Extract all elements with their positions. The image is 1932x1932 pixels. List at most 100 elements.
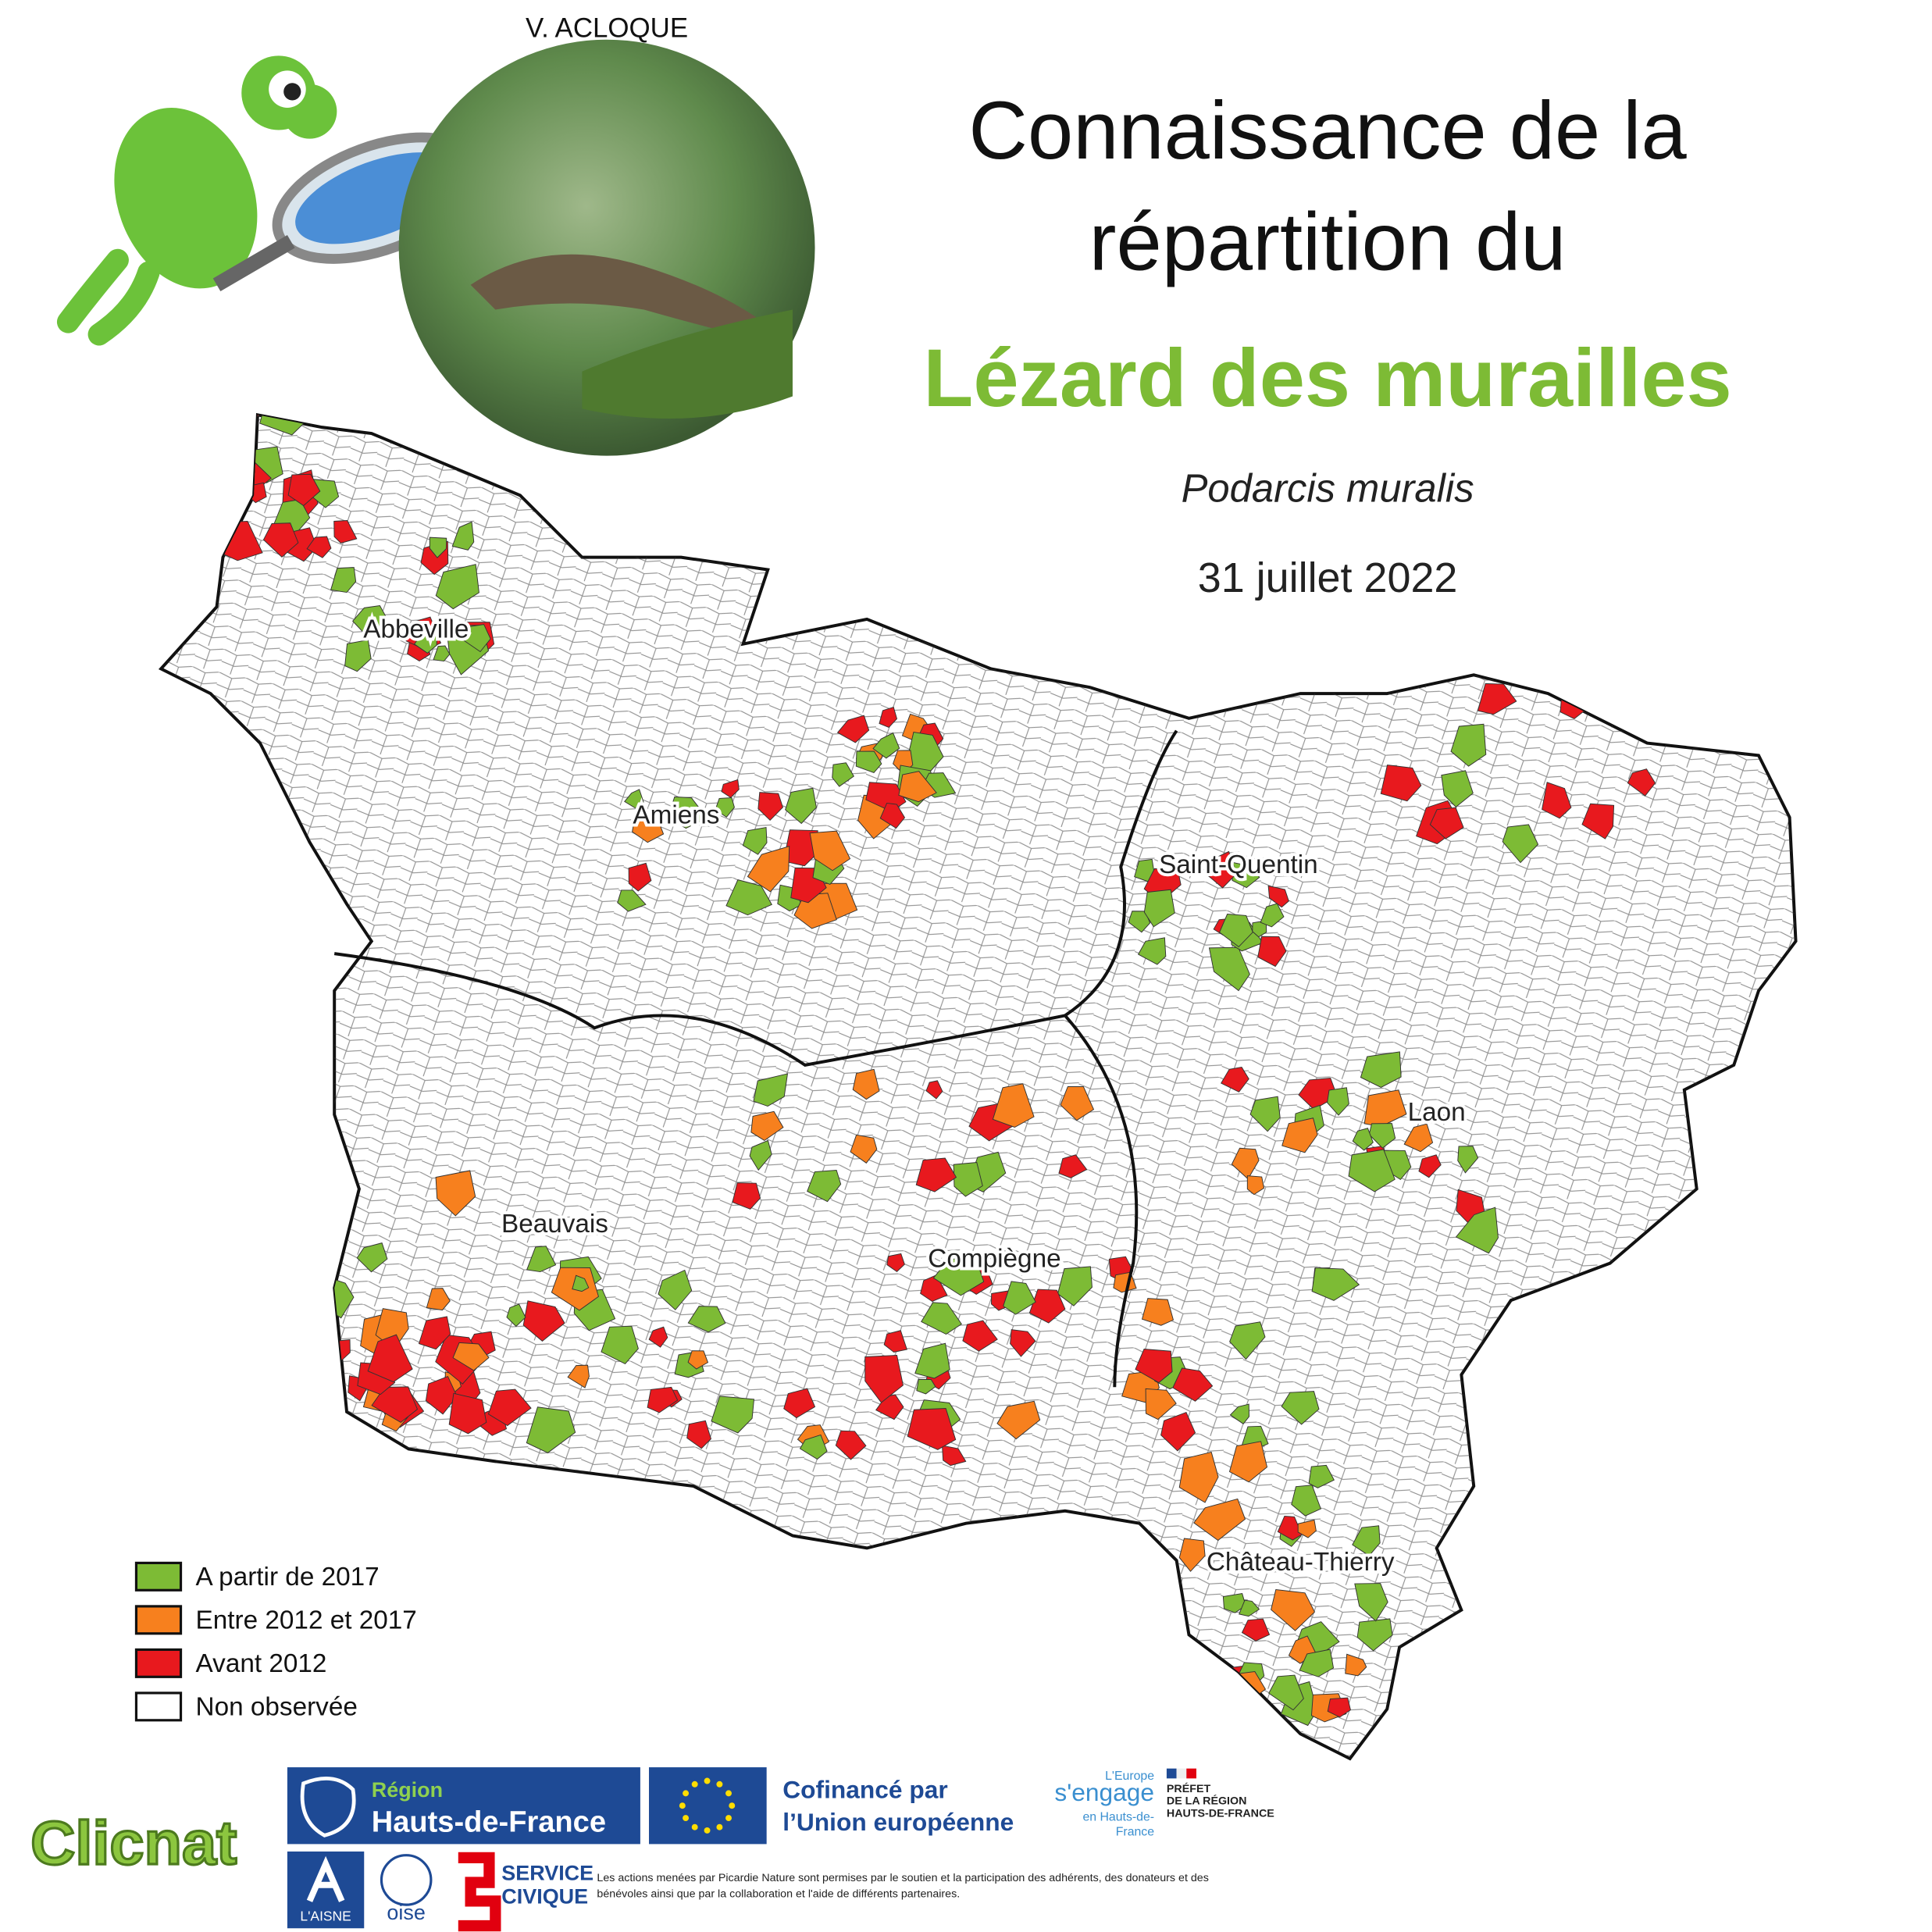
- commune-patch: [807, 1170, 842, 1203]
- commune-patch: [932, 1254, 985, 1296]
- commune-patch: [526, 1406, 576, 1453]
- eu-star: [704, 1777, 711, 1784]
- disclaimer: bénévoles ainsi que par la collaboration…: [597, 1888, 960, 1901]
- commune-patch: [1441, 770, 1474, 808]
- title-line: Connaissance de la: [968, 85, 1687, 176]
- city-label: Beauvais: [501, 1210, 608, 1239]
- commune-patch: [435, 564, 479, 610]
- commune-patch: [835, 1430, 867, 1460]
- commune-patch: [526, 1246, 557, 1273]
- eu-star: [704, 1827, 711, 1834]
- commune-patch: [506, 1303, 526, 1328]
- commune-patch: [687, 1350, 709, 1370]
- commune-patch: [371, 1386, 419, 1423]
- commune-patch: [783, 1388, 816, 1419]
- photo-credit: V. ACLOQUE: [526, 13, 688, 44]
- city-label: Château-Thierry: [1207, 1548, 1395, 1577]
- legend-swatch: [134, 1561, 183, 1592]
- map: Abbeville Amiens Saint-Quentin Laon Beauvais…: [158, 412, 1798, 1761]
- eu-star: [683, 1790, 690, 1797]
- legend-swatch: [134, 1605, 183, 1635]
- commune-patch: [1143, 889, 1175, 928]
- commune-patch: [1352, 1128, 1374, 1151]
- commune-patch: [750, 1110, 784, 1142]
- commune-patch: [1327, 1087, 1349, 1116]
- commune-patch: [601, 1325, 639, 1364]
- commune-patch: [333, 520, 358, 544]
- commune-patch: [1172, 1367, 1214, 1402]
- commune-patch: [1581, 803, 1615, 839]
- commune-patch: [852, 1068, 880, 1100]
- commune-patch: [426, 1288, 451, 1311]
- footer: Région Hauts-de-France Cofinancé par l’U…: [30, 1767, 1274, 1932]
- commune-patch: [448, 1392, 487, 1435]
- commune-patch: [301, 1240, 324, 1264]
- commune-patch: [921, 1302, 962, 1335]
- commune-patch: [1354, 1583, 1388, 1622]
- commune-patch: [1246, 1175, 1265, 1196]
- commune-patch: [1232, 1691, 1260, 1719]
- commune-patch: [311, 1226, 334, 1252]
- commune-patch: [872, 732, 900, 759]
- legend-label: Non observée: [196, 1692, 358, 1721]
- commune-patch: [1311, 1267, 1360, 1301]
- region-logo: [287, 1767, 640, 1845]
- eu-text: l’Union européenne: [782, 1808, 1014, 1836]
- commune-patch: [1137, 937, 1167, 965]
- legend-label: Entre 2012 et 2017: [196, 1606, 417, 1634]
- commune-patch: [451, 521, 475, 551]
- commune-patch: [1229, 1403, 1250, 1424]
- oise-logo: [380, 1854, 433, 1906]
- commune-patch: [567, 1364, 590, 1388]
- commune-patch: [1271, 1588, 1316, 1631]
- commune-patch: [572, 1274, 590, 1292]
- commune-patch: [262, 522, 299, 558]
- commune-patch: [1003, 1281, 1036, 1315]
- commune-patch: [1450, 723, 1487, 767]
- city-label: Laon: [1408, 1098, 1466, 1127]
- commune-patch: [667, 796, 708, 829]
- commune-patch: [907, 1407, 957, 1450]
- commune-patch: [879, 802, 906, 829]
- commune-patch: [1241, 1618, 1271, 1641]
- commune-patch: [850, 1134, 878, 1164]
- europe-engage: L'Europe: [1105, 1770, 1154, 1783]
- commune-patch: [1178, 1538, 1206, 1572]
- legend: A partir de 2017 Entre 2012 et 2017 Avant …: [134, 1561, 417, 1721]
- commune-patch: [711, 1396, 755, 1434]
- commune-patch: [942, 1445, 967, 1467]
- eu-star: [729, 1802, 736, 1809]
- commune-patch: [1674, 715, 1691, 733]
- commune-patch: [658, 1269, 693, 1310]
- region-text: Région: [372, 1778, 443, 1802]
- service-civique: SERVICE: [501, 1861, 594, 1884]
- legend-swatch: [134, 1648, 183, 1678]
- brand: Clicnat: [30, 1808, 237, 1877]
- commune-patch: [1145, 1388, 1177, 1420]
- commune-patch: [1542, 782, 1572, 819]
- commune-patch: [632, 811, 665, 843]
- commune-patch: [259, 415, 311, 436]
- commune-patch: [1222, 1593, 1246, 1613]
- commune-patch: [898, 771, 937, 803]
- prefet: DE LA RÉGION: [1167, 1795, 1247, 1808]
- commune-patch: [367, 1334, 413, 1383]
- commune-patch: [1299, 1649, 1335, 1677]
- eu-star: [725, 1815, 732, 1822]
- legend-label: Avant 2012: [196, 1649, 327, 1678]
- commune-patch: [721, 779, 740, 798]
- commune-patch: [914, 1342, 950, 1379]
- commune-patch: [287, 473, 321, 507]
- commune-patch: [1058, 1154, 1088, 1178]
- commune-patch: [1141, 1298, 1175, 1326]
- commune-patch: [1403, 1123, 1434, 1153]
- commune-patch: [1135, 1349, 1173, 1384]
- commune-patch: [1060, 1085, 1095, 1121]
- date: 31 juillet 2022: [1198, 554, 1458, 601]
- commune-patch: [687, 1306, 726, 1333]
- commune-patch: [487, 1388, 532, 1427]
- oise-text: oise: [387, 1901, 425, 1924]
- commune-patch: [1291, 1485, 1321, 1517]
- commune-patch: [1160, 1411, 1196, 1452]
- commune-patch: [1656, 681, 1691, 717]
